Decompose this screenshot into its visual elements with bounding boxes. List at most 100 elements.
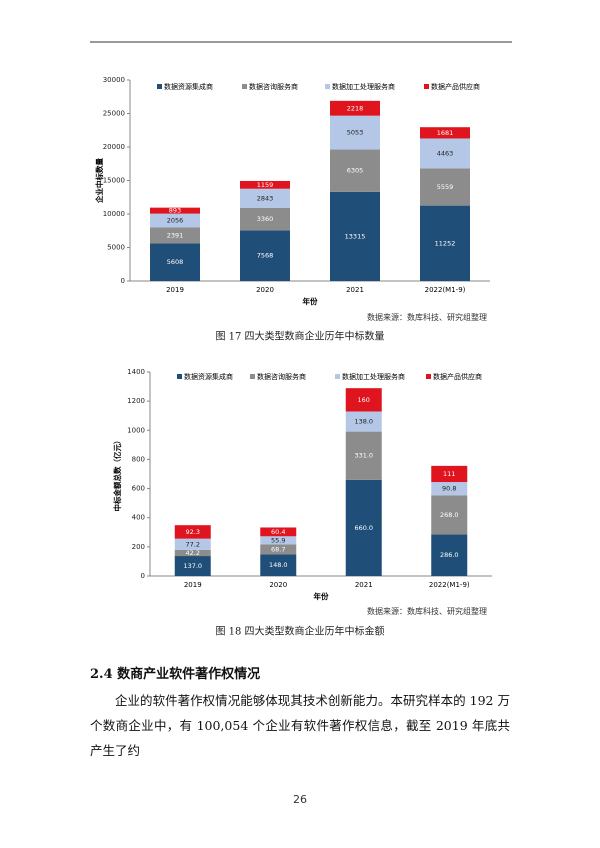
x-tick-label: 2022(M1-9) (429, 581, 470, 589)
y-tick-label: 1200 (127, 397, 145, 405)
data-label: 893 (169, 207, 181, 215)
legend-swatch (424, 84, 429, 89)
legend-swatch (242, 84, 247, 89)
y-tick-label: 10000 (103, 210, 125, 218)
legend-swatch (426, 374, 431, 379)
legend-label: 数据咨询服务商 (257, 372, 306, 381)
data-label: 1159 (257, 181, 274, 189)
bar-segment (431, 465, 468, 483)
y-axis-label: 企业中标数量 (94, 158, 104, 204)
data-label: 68.7 (271, 545, 285, 553)
page-number: 26 (293, 793, 307, 806)
legend-label: 数据资源集成商 (184, 372, 233, 381)
bar-segment (330, 149, 380, 192)
bar-segment (420, 138, 470, 169)
bar-segment (240, 230, 290, 281)
data-label: 5559 (437, 183, 454, 191)
bar-segment (240, 188, 290, 208)
data-label: 92.3 (186, 528, 200, 536)
y-tick-label: 0 (121, 277, 125, 285)
bar-segment (330, 115, 380, 150)
x-axis-label: 年份 (303, 296, 318, 306)
x-tick-label: 2020 (269, 581, 287, 589)
paragraph: 企业的软件著作权情况能够体现其技术创新能力。本研究样本的 192 万个数商企业中… (90, 693, 510, 758)
figure-caption: 图 17 四大类型数商企业历年中标数量 (215, 330, 384, 343)
figure-caption: 图 18 四大类型数商企业历年中标金额 (215, 625, 384, 638)
data-label: 5608 (167, 258, 184, 266)
bar-segment (260, 544, 297, 555)
bar-segment (150, 227, 200, 244)
legend-label: 数据咨询服务商 (249, 82, 298, 91)
bar-segment (420, 168, 470, 206)
data-label: 148.0 (269, 561, 288, 569)
bar-segment (431, 482, 468, 496)
bar-segment (345, 411, 382, 432)
y-tick-label: 600 (132, 485, 145, 493)
bar-segment (345, 431, 382, 480)
legend-label: 数据加工处理服务商 (342, 372, 405, 381)
bar-segment (345, 388, 382, 412)
x-tick-label: 2022(M1-9) (425, 286, 466, 294)
section-heading: 2.4 数商产业软件著作权情况 (90, 667, 261, 682)
source-note: 数据来源：数库科技、研究组整理 (367, 606, 487, 616)
data-label: 2391 (167, 231, 184, 239)
source-note: 数据来源：数库科技、研究组整理 (367, 312, 487, 322)
data-label: 42.2 (186, 549, 200, 557)
data-label: 660.0 (354, 524, 373, 532)
bar-segment (260, 536, 297, 545)
data-label: 11252 (435, 239, 456, 247)
bar-segment (431, 534, 468, 576)
bar-segment (260, 527, 297, 537)
legend-label: 数据产品供应商 (431, 82, 480, 91)
x-tick-label: 2019 (166, 286, 184, 294)
y-tick-label: 15000 (103, 177, 125, 185)
data-label: 77.2 (186, 540, 200, 548)
x-axis-label: 年份 (314, 591, 329, 601)
bar-segment (174, 556, 211, 576)
bar-segment (330, 191, 380, 281)
legend-swatch (250, 374, 255, 379)
y-tick-label: 30000 (103, 76, 125, 84)
data-label: 286.0 (440, 551, 459, 559)
y-tick-label: 5000 (107, 244, 125, 252)
data-label: 6305 (347, 167, 364, 175)
bar-segment (150, 213, 200, 228)
data-label: 137.0 (183, 562, 202, 570)
data-label: 2843 (257, 194, 274, 202)
y-tick-label: 1000 (127, 426, 145, 434)
bar-segment (240, 180, 290, 189)
data-label: 55.9 (271, 536, 285, 544)
x-tick-label: 2021 (346, 286, 364, 294)
data-label: 4463 (437, 149, 454, 157)
bar-segment (150, 207, 200, 214)
legend-swatch (335, 374, 340, 379)
legend-swatch (157, 84, 162, 89)
data-label: 13315 (345, 232, 366, 240)
bar-segment (330, 100, 380, 116)
bar-segment (431, 495, 468, 535)
data-label: 160 (358, 396, 370, 404)
bar-segment (174, 549, 211, 557)
bar-segment (260, 554, 297, 576)
bar-segment (174, 525, 211, 539)
data-label: 3360 (257, 215, 274, 223)
data-label: 2218 (347, 104, 364, 112)
y-tick-label: 1400 (127, 368, 145, 376)
y-axis-label: 中标金额总数（亿元） (112, 437, 122, 512)
legend-swatch (177, 374, 182, 379)
x-tick-label: 2019 (184, 581, 202, 589)
legend-label: 数据资源集成商 (164, 82, 213, 91)
legend-label: 数据加工处理服务商 (332, 82, 395, 91)
bar-segment (174, 538, 211, 550)
bar-segment (420, 205, 470, 281)
bar-segment (420, 127, 470, 139)
y-tick-label: 20000 (103, 143, 125, 151)
data-label: 111 (443, 470, 455, 478)
data-label: 5053 (347, 129, 364, 137)
x-tick-label: 2020 (256, 286, 274, 294)
legend-swatch (325, 84, 330, 89)
y-tick-label: 800 (132, 455, 145, 463)
data-label: 2056 (167, 217, 184, 225)
